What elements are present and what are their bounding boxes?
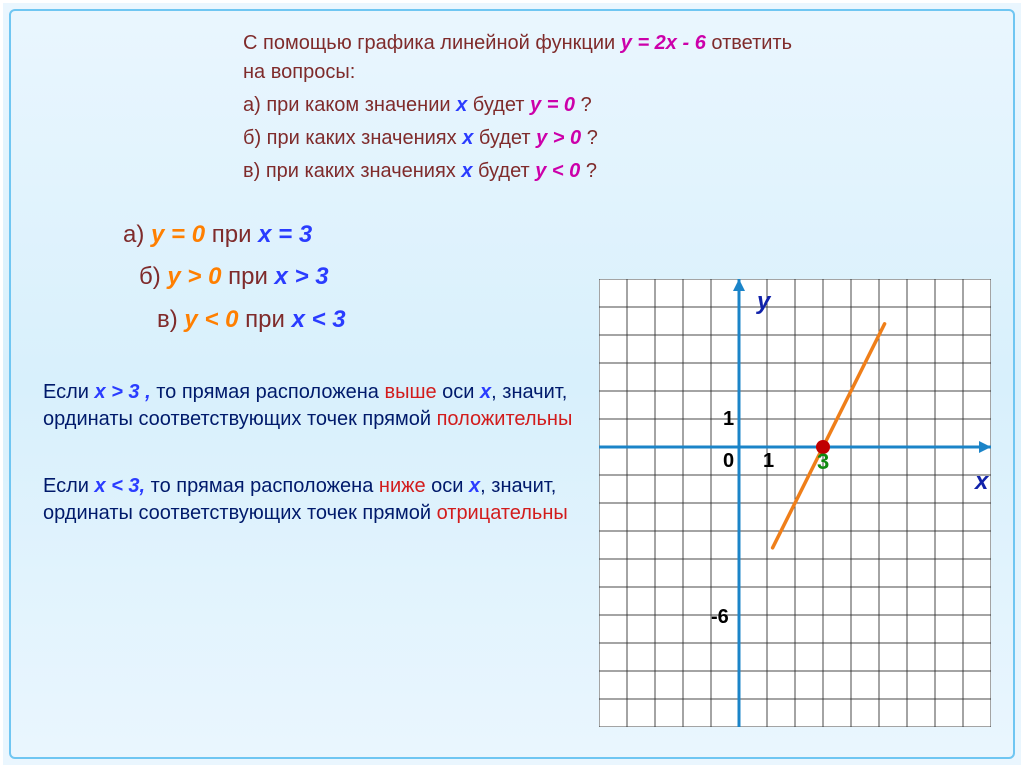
linear-function-chart: у х 0 1 1 3 -6 xyxy=(599,279,991,727)
problem-line-2: на вопросы: xyxy=(243,58,991,87)
slide-inner: С помощью графика линейной функции у = 2… xyxy=(9,9,1015,759)
chart-container: у х 0 1 1 3 -6 xyxy=(599,279,991,727)
problem-statement: С помощью графика линейной функции у = 2… xyxy=(243,29,991,186)
svg-text:3: 3 xyxy=(817,449,829,474)
problem-line-1: С помощью графика линейной функции у = 2… xyxy=(243,29,991,58)
svg-text:-6: -6 xyxy=(711,606,729,628)
svg-text:1: 1 xyxy=(763,450,774,472)
answer-a: a) у = 0 при х = 3 xyxy=(123,216,991,254)
svg-text:х: х xyxy=(973,468,990,495)
function-formula: у = 2х - 6 xyxy=(621,32,706,54)
svg-text:1: 1 xyxy=(723,408,734,430)
svg-text:0: 0 xyxy=(723,450,734,472)
explanation-above-axis: Если х > 3 , то прямая расположена выше … xyxy=(43,379,583,433)
svg-text:у: у xyxy=(756,288,772,315)
explanation-block: Если х > 3 , то прямая расположена выше … xyxy=(43,379,583,527)
slide-outer: С помощью графика линейной функции у = 2… xyxy=(0,0,1024,768)
question-b: б) при каких значениях х будет у > 0 ? xyxy=(243,124,991,153)
question-a: a) при каком значении х будет у = 0 ? xyxy=(243,91,991,120)
explanation-below-axis: Если х < 3, то прямая расположена ниже о… xyxy=(43,473,583,527)
question-c: в) при каких значениях х будет у < 0 ? xyxy=(243,157,991,186)
